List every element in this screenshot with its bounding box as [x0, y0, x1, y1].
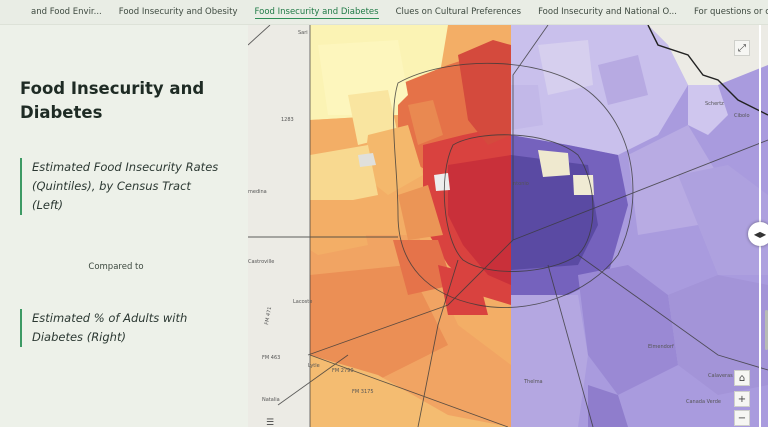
expand-icon: ⤢ — [738, 43, 746, 54]
map-canvas[interactable]: Schertz Cibolo medina Castroville Lacost… — [248, 25, 768, 427]
map-label-fm2790: FM 2790 — [332, 368, 354, 374]
swipe-map[interactable]: Schertz Cibolo medina Castroville Lacost… — [248, 25, 768, 427]
map-label-natalia: Natalia — [262, 397, 280, 403]
map-label-thelma: Thelma — [523, 379, 543, 385]
map-label-hwy1283: 1283 — [281, 117, 294, 123]
map-label-lytle: Lytle — [308, 363, 320, 369]
plus-icon: + — [738, 394, 746, 405]
map-label-sari: Sari — [298, 30, 308, 36]
map-label-fm3175: FM 3175 — [352, 389, 374, 395]
nav-tab-food-insecurity-diabetes[interactable]: Food Insecurity and Diabetes — [255, 0, 379, 24]
left-map-description: Estimated Food Insecurity Rates (Quintil… — [20, 158, 222, 215]
map-label-schertz: Schertz — [705, 101, 724, 107]
nav-tab-questions-comments[interactable]: For questions or comments plea... — [694, 0, 768, 24]
story-navigation: and Food Envir... Food Insecurity and Ob… — [0, 0, 768, 25]
map-label-fm463: FM 463 — [262, 355, 280, 361]
list-icon: ☰ — [266, 418, 274, 427]
nav-tab-cultural-preferences[interactable]: Clues on Cultural Preferences — [396, 0, 522, 24]
nav-tab-food-insecurity-obesity[interactable]: Food Insecurity and Obesity — [119, 0, 238, 24]
map-label-canada-verde: Canada Verde — [686, 399, 721, 405]
minus-icon: − — [738, 413, 746, 424]
map-label-medina: medina — [248, 189, 267, 195]
panel-title: Food Insecurity and Diabetes — [20, 77, 230, 125]
home-button[interactable]: ⌂ — [734, 370, 750, 386]
right-map-description: Estimated % of Adults with Diabetes (Rig… — [20, 309, 222, 347]
legend-button[interactable]: ☰ — [262, 415, 278, 427]
swipe-handle[interactable]: ◀▶ — [748, 222, 768, 246]
left-right-arrows-icon: ◀▶ — [754, 230, 766, 239]
map-label-lacoste: Lacoste — [293, 299, 312, 305]
map-label-cibolo: Cibolo — [734, 113, 750, 119]
food-insecurity-choropleth — [310, 25, 511, 427]
map-label-elmendorf: Elmendorf — [648, 344, 674, 350]
zoom-out-button[interactable]: − — [734, 410, 750, 426]
compared-to-text: Compared to — [0, 262, 232, 272]
nav-tab-national-origin[interactable]: Food Insecurity and National O... — [538, 0, 677, 24]
zoom-in-button[interactable]: + — [734, 391, 750, 407]
map-label-castroville: Castroville — [248, 259, 274, 265]
expand-map-button[interactable]: ⤢ — [734, 40, 750, 56]
map-label-calaveras: Calaveras — [708, 373, 733, 379]
home-icon: ⌂ — [739, 373, 745, 384]
nav-tab-food-environment[interactable]: and Food Envir... — [31, 0, 102, 24]
map-label-san-antonio: ntonio — [513, 181, 529, 187]
side-panel: Food Insecurity and Diabetes Estimated F… — [0, 25, 248, 427]
